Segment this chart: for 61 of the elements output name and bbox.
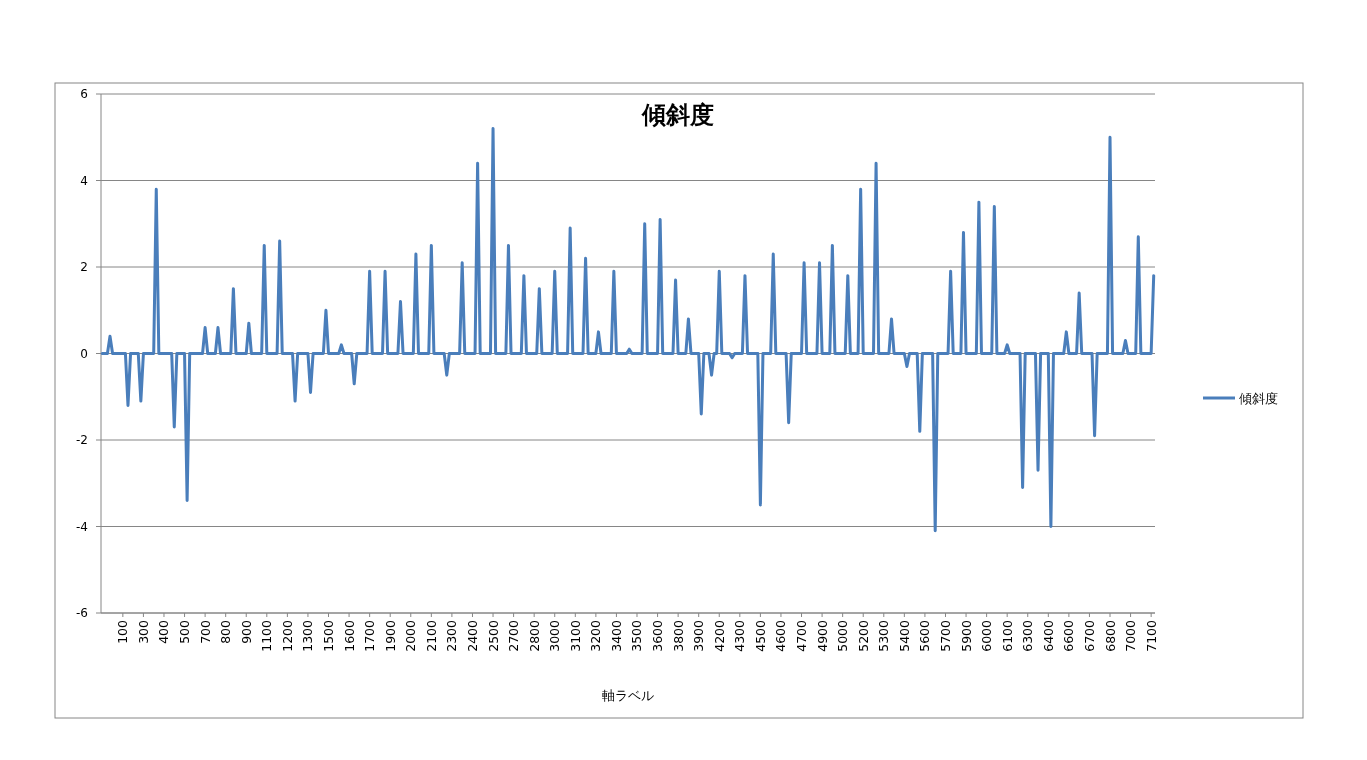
x-tick-label: 700 — [197, 619, 213, 644]
x-tick-label: 3500 — [629, 619, 645, 652]
x-tick-label: 2100 — [423, 619, 439, 652]
x-tick-label: 5300 — [876, 619, 892, 652]
x-tick-label: 7000 — [1123, 619, 1139, 652]
x-tick-label: 500 — [177, 619, 193, 644]
x-tick-label: 1600 — [341, 619, 357, 652]
x-tick-label: 6400 — [1040, 619, 1056, 652]
x-tick-label: 2000 — [403, 619, 419, 652]
x-tick-label: 5700 — [937, 619, 953, 652]
y-tick-label: 6 — [80, 87, 88, 101]
y-tick-label: 0 — [80, 346, 88, 361]
x-tick-label: 4500 — [752, 619, 768, 652]
x-tick-label: 300 — [135, 619, 151, 644]
x-tick-label: 6300 — [1020, 619, 1036, 652]
x-tick-label: 1700 — [362, 619, 378, 652]
y-tick-label: -2 — [76, 433, 88, 447]
x-tick-label: 800 — [218, 619, 234, 644]
y-tick-label: -6 — [76, 606, 88, 620]
x-tick-label: 100 — [115, 619, 131, 644]
legend-label: 傾斜度 — [1239, 391, 1278, 406]
x-tick-label: 1200 — [279, 619, 295, 652]
x-tick-label: 5600 — [917, 619, 933, 652]
x-tick-label: 2400 — [464, 619, 480, 652]
x-tick-label: 4200 — [711, 619, 727, 652]
x-tick-label: 1300 — [300, 619, 316, 652]
x-tick-label: 400 — [156, 619, 172, 644]
x-tick-label: 3000 — [547, 619, 563, 652]
x-tick-label: 3400 — [608, 619, 624, 652]
x-tick-label: 5200 — [855, 619, 871, 652]
y-tick-label: 4 — [80, 173, 88, 188]
x-tick-label: 1500 — [321, 619, 337, 652]
x-tick-label: 6800 — [1102, 619, 1118, 652]
x-tick-label: 2300 — [444, 619, 460, 652]
x-tick-label: 6700 — [1081, 619, 1097, 652]
x-tick-label: 1900 — [382, 619, 398, 652]
x-tick-label: 5400 — [896, 619, 912, 652]
x-tick-label: 3900 — [691, 619, 707, 652]
x-tick-label: 2700 — [506, 619, 522, 652]
x-tick-label: 2800 — [526, 619, 542, 652]
x-tick-label: 3800 — [670, 619, 686, 652]
x-tick-label: 6600 — [1061, 619, 1077, 652]
x-tick-label: 4300 — [732, 619, 748, 652]
x-tick-label: 1100 — [259, 619, 275, 652]
y-tick-label: -4 — [76, 519, 88, 534]
x-tick-label: 5000 — [835, 619, 851, 652]
x-tick-label: 6000 — [979, 619, 995, 652]
y-tick-label: 2 — [80, 260, 88, 274]
chart-title: 傾斜度 — [641, 101, 714, 129]
x-tick-label: 5900 — [958, 619, 974, 652]
x-tick-label: 2500 — [485, 619, 501, 652]
x-tick-label: 6100 — [999, 619, 1015, 652]
x-tick-label: 4700 — [794, 619, 810, 652]
x-tick-label: 3100 — [567, 619, 583, 652]
x-axis-title: 軸ラベル — [602, 688, 654, 703]
x-tick-label: 7100 — [1143, 619, 1159, 652]
x-tick-label: 3600 — [650, 619, 666, 652]
x-tick-label: 4600 — [773, 619, 789, 652]
x-tick-label: 3200 — [588, 619, 604, 652]
x-tick-label: 900 — [238, 619, 254, 644]
x-tick-label: 4900 — [814, 619, 830, 652]
